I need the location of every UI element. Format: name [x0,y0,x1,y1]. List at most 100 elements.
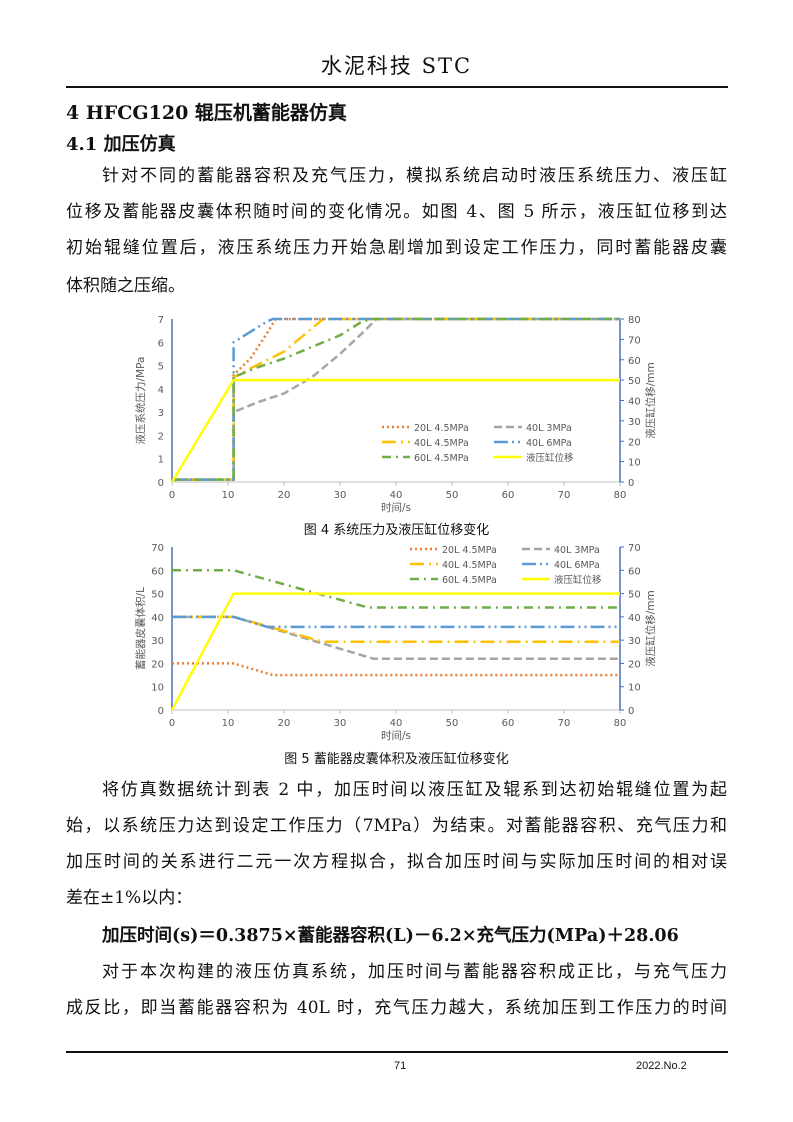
y2-tick-label: 30 [628,636,641,647]
x-tick-label: 80 [614,490,627,501]
y2-tick-label: 0 [628,478,634,489]
figure-5-chart: 0 10 20 30 40 50 60 70 8001020304050607001020304… [134,543,657,742]
x-tick-label: 20 [278,718,291,729]
paragraph-line: 体积随之压缩。 [66,276,185,296]
x-tick-label: 0 [169,718,175,729]
x-tick-label: 40 [390,490,403,501]
paragraph-line: 加压时间的关系进行二元一次方程拟合，拟合加压时间与实际加压时间的相对误 [66,852,727,872]
y-axis-title: 蓄能器皮囊体积/L [134,587,147,670]
series-line-4 [172,569,620,609]
x-tick-label: 20 [278,490,291,501]
legend-label: 20L 4.5MPa [442,545,497,556]
y-tick-label: 0 [158,478,164,489]
paragraph-line: 初始辊缝位置后，液压系统压力开始急剧增加到设定工作压力，同时蓄能器皮囊 [66,238,727,258]
x-tick-label: 30 [334,718,347,729]
legend-label: 40L 6MPa [526,438,572,449]
y-tick-label: 1 [158,455,164,466]
series-line-5 [170,592,620,711]
y-tick-label: 50 [151,590,164,601]
series-line-5 [170,378,620,483]
figure-4-caption: 图 4 系统压力及液压缸位移变化 [303,523,490,538]
series-line-4 [172,317,620,481]
journal-header: 水泥科技 STC [320,54,473,78]
y2-tick-label: 0 [628,706,634,717]
legend-label: 液压缸位移 [526,452,574,464]
paragraph-line: 位移及蓄能器皮囊体积随时间的变化情况。如图 4、图 5 所示，液压缸位移到达 [66,202,727,222]
x-axis-title: 时间/s [381,501,411,514]
series-line-3 [172,317,620,481]
series-line-0 [172,662,620,677]
x-tick-label: 10 [222,718,235,729]
paragraph-line: 对于本次构建的液压仿真系统，加压时间与蓄能器容积成正比，与充气压力 [102,962,727,982]
legend-label: 60L 4.5MPa [414,453,469,464]
y2-axis-title: 液压缸位移/mm [644,362,657,439]
paragraph-line: 针对不同的蓄能器容积及充气压力，模拟系统启动时液压系统压力、液压缸 [102,166,727,186]
y-tick-label: 5 [158,362,164,373]
y2-tick-label: 80 [628,315,641,326]
paragraph-line: 差在±1%以内： [66,888,193,908]
x-tick-label: 50 [446,718,459,729]
legend-label: 40L 3MPa [554,545,600,556]
figure-4-chart: 0 10 20 30 40 50 60 70 8001234567010203040506070… [134,315,657,514]
legend-label: 40L 3MPa [526,423,572,434]
y2-tick-label: 10 [628,458,641,469]
legend-label: 液压缸位移 [554,574,602,586]
x-tick-label: 50 [446,490,459,501]
series-line-1 [172,317,620,481]
section-heading: 4 HFCG120 辊压机蓄能器仿真 [66,102,347,124]
y2-tick-label: 60 [628,566,641,577]
x-axis-title: 时间/s [381,729,411,742]
y2-axis-title: 液压缸位移/mm [644,590,657,667]
x-tick-label: 0 [169,490,175,501]
y-tick-label: 40 [151,613,164,624]
y-tick-label: 3 [158,408,164,419]
y2-tick-label: 40 [628,397,641,408]
legend-label: 20L 4.5MPa [414,423,469,434]
y2-tick-label: 30 [628,417,641,428]
x-tick-label: 80 [614,718,627,729]
y-tick-label: 60 [151,566,164,577]
series-line-1 [172,615,620,661]
y2-tick-label: 70 [628,335,641,346]
y-tick-label: 7 [158,315,164,326]
figure-5-caption: 图 5 蓄能器皮囊体积及液压缸位移变化 [284,752,509,767]
y2-tick-label: 20 [628,659,641,670]
y2-tick-label: 40 [628,613,641,624]
y-tick-label: 2 [158,431,164,442]
legend-label: 40L 4.5MPa [442,560,497,571]
paragraph-line: 成反比，即当蓄能器容积为 40L 时，充气压力越大，系统加压到工作压力的时间 [66,998,727,1018]
y-axis-title: 液压系统压力/MPa [134,357,147,445]
x-tick-label: 60 [502,490,515,501]
footer-rule [66,1051,728,1053]
y-tick-label: 70 [151,543,164,554]
paragraph-line: 始，以系统压力达到设定工作压力（7MPa）为结束。对蓄能器容积、充气压力和 [66,816,727,836]
y2-tick-label: 50 [628,590,641,601]
series-line-3 [172,615,620,629]
legend-label: 40L 6MPa [554,560,600,571]
fit-formula: 加压时间(s)＝0.3875×蓄能器容积(L)－6.2×充气压力(MPa)＋28… [102,926,679,946]
y-tick-label: 0 [158,706,164,717]
page-number: 71 [394,1060,407,1072]
y2-tick-label: 70 [628,543,641,554]
y-tick-label: 30 [151,636,164,647]
legend-label: 40L 4.5MPa [414,438,469,449]
x-tick-label: 10 [222,490,235,501]
y2-tick-label: 50 [628,376,641,387]
y2-tick-label: 10 [628,683,641,694]
header-rule [66,86,728,88]
x-tick-label: 30 [334,490,347,501]
x-tick-label: 70 [558,718,571,729]
issue-label: 2022.No.2 [636,1060,687,1072]
legend-label: 60L 4.5MPa [442,575,497,586]
y2-tick-label: 60 [628,356,641,367]
y-tick-label: 4 [158,385,164,396]
y2-tick-label: 20 [628,437,641,448]
x-tick-label: 40 [390,718,403,729]
y-tick-label: 20 [151,659,164,670]
y-tick-label: 6 [158,338,164,349]
paragraph-line: 将仿真数据统计到表 2 中，加压时间以液压缸及辊系到达初始辊缝位置为起 [102,780,727,800]
series-line-2 [172,615,620,644]
x-tick-label: 70 [558,490,571,501]
x-tick-label: 60 [502,718,515,729]
subsection-heading: 4.1 加压仿真 [66,134,176,155]
